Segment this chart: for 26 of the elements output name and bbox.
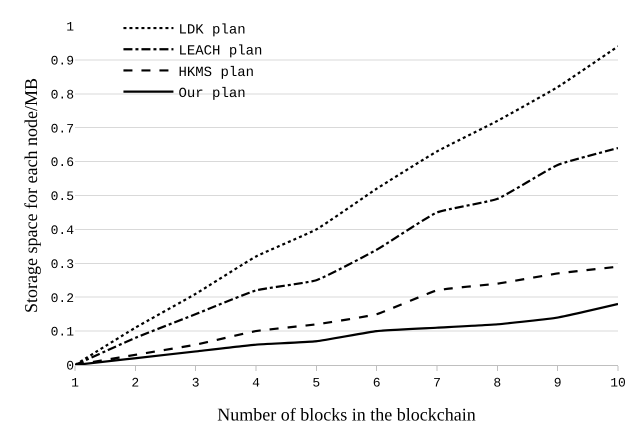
y-tick-label: 0.3 [50,256,74,272]
y-tick-label: 0.7 [50,121,74,136]
y-tick-label: 0.4 [50,222,74,238]
legend-label: HKMS plan [178,64,254,81]
y-axis-title: Storage space for each node/MB [20,78,41,313]
legend-label: LDK plan [178,22,246,38]
x-tick-label: 8 [493,376,502,391]
x-tick-label: 9 [554,376,562,391]
y-tick-label: 0.9 [50,53,74,68]
legend-label: LEACH plan [178,44,262,60]
y-tick-label: 1 [66,20,74,35]
legend-label: Our plan [178,86,246,102]
x-tick-label: 6 [372,376,381,391]
x-tick-label: 2 [131,376,140,391]
x-tick-label: 4 [252,376,260,391]
x-tick-label: 5 [312,376,320,391]
x-tick-label: 3 [192,376,200,391]
x-tick-label: 7 [433,376,441,391]
y-tick-label: 0.6 [50,155,74,170]
y-tick-label: 0.5 [50,189,74,204]
x-tick-label: 10 [610,376,626,391]
y-tick-label: 0 [66,358,74,374]
x-axis-title: Number of blocks in the blockchain [217,404,476,425]
y-tick-label: 0.8 [50,87,74,102]
y-tick-label: 0.1 [50,324,74,340]
y-tick-label: 0.2 [50,290,74,306]
